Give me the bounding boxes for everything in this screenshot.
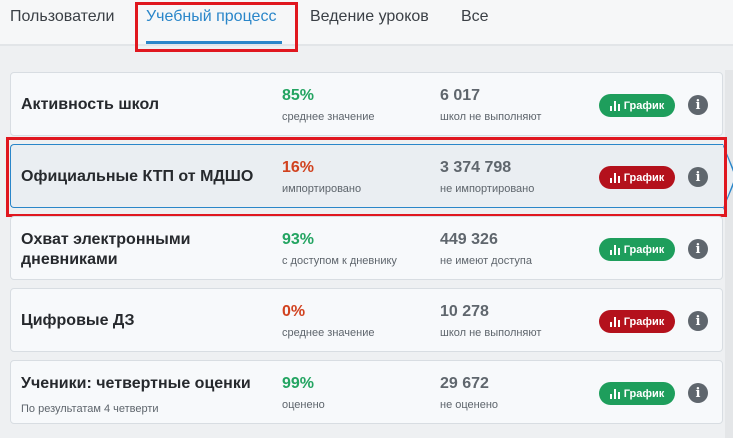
row-title: Ученики: четвертные оценки [21, 375, 251, 392]
tab-all[interactable]: Все [461, 8, 489, 25]
count-label: школ не выполняют [440, 327, 542, 339]
count-value: 3 374 798 [440, 159, 512, 176]
metric-value: 99% [282, 375, 315, 392]
metric-row-diary-coverage[interactable]: Охват электронными дневниками 93% с дост… [10, 216, 723, 280]
tab-lessons[interactable]: Ведение уроков [310, 8, 429, 25]
row-title: Активность школ [21, 96, 159, 113]
row-title-line2: дневниками [21, 251, 118, 268]
count-value: 10 278 [440, 303, 489, 320]
bar-chart-icon [609, 388, 620, 399]
bar-chart-icon [609, 316, 620, 327]
metric-label: оценено [282, 399, 325, 411]
count-label: не имеют доступа [440, 255, 532, 267]
graph-button[interactable]: График [599, 382, 675, 405]
graph-button-label: График [623, 243, 665, 256]
row-title-line1: Охват электронными [21, 231, 191, 248]
info-icon[interactable]: i [688, 311, 708, 331]
graph-button[interactable]: График [599, 238, 675, 261]
tab-users[interactable]: Пользователи [10, 8, 115, 25]
tab-bar: Пользователи Учебный процесс Ведение уро… [0, 0, 733, 52]
metric-row-official-ktp[interactable]: Официальные КТП от МДШО 16% импортирован… [10, 144, 733, 210]
graph-button-label: График [623, 315, 665, 328]
bar-chart-icon [609, 244, 620, 255]
graph-button-label: График [623, 171, 665, 184]
bar-chart-icon [609, 172, 620, 183]
bar-chart-icon [609, 100, 620, 111]
metric-label: с доступом к дневнику [282, 255, 397, 267]
row-highlight-box [6, 137, 727, 217]
count-value: 29 672 [440, 375, 489, 392]
count-label: школ не выполняют [440, 111, 542, 123]
metric-label: среднее значение [282, 327, 375, 339]
count-label: не оценено [440, 399, 499, 411]
count-value: 6 017 [440, 87, 481, 104]
tab-learning-process[interactable]: Учебный процесс [146, 8, 277, 25]
tab-highlight-box [135, 2, 298, 52]
graph-button[interactable]: График [599, 94, 675, 117]
info-icon[interactable]: i [688, 239, 708, 259]
info-icon[interactable]: i [688, 383, 708, 403]
info-icon[interactable]: i [688, 167, 708, 187]
count-value: 449 326 [440, 231, 498, 248]
metric-value: 93% [282, 231, 315, 248]
metric-label: среднее значение [282, 111, 375, 123]
graph-button-label: График [623, 387, 665, 400]
metric-row-school-activity[interactable]: Активность школ 85% среднее значение 6 0… [10, 72, 723, 136]
metric-row-digital-homework[interactable]: Цифровые ДЗ 0% среднее значение 10 278 ш… [10, 288, 723, 352]
row-title: Цифровые ДЗ [21, 312, 135, 329]
graph-button-label: График [623, 99, 665, 112]
graph-button[interactable]: График [599, 310, 675, 333]
metric-value: 0% [282, 303, 306, 320]
metric-value: 16% [282, 159, 315, 176]
metric-row-quarter-grades[interactable]: Ученики: четвертные оценки По результата… [10, 360, 723, 424]
graph-button[interactable]: График [599, 166, 675, 189]
metric-value: 85% [282, 87, 315, 104]
scrollbar[interactable] [725, 70, 733, 438]
row-title: Официальные КТП от МДШО [21, 168, 254, 185]
info-icon[interactable]: i [688, 95, 708, 115]
row-subtitle: По результатам 4 четверти [21, 403, 159, 415]
count-label: не импортировано [440, 183, 535, 195]
metric-label: импортировано [282, 183, 362, 195]
active-tab-underline [146, 41, 282, 44]
